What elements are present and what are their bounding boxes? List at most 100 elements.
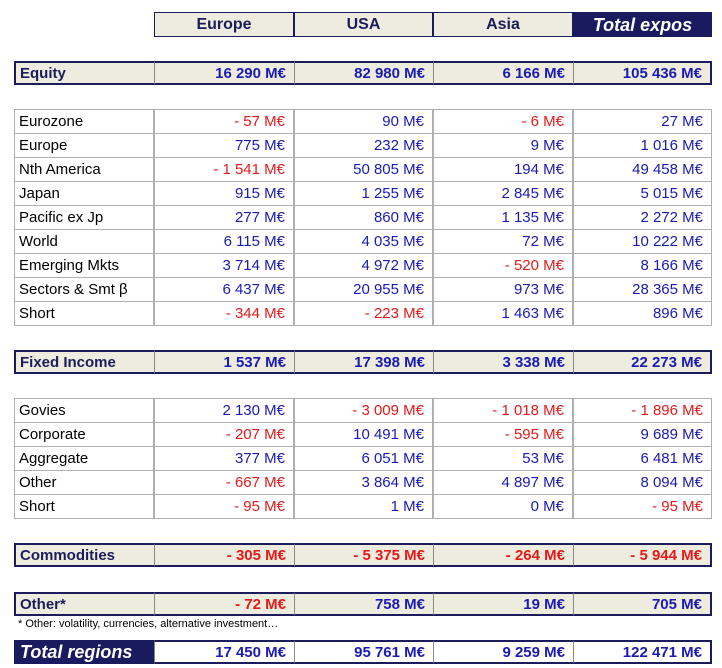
row-label: Japan bbox=[14, 181, 154, 206]
row-value: 27 M€ bbox=[573, 109, 712, 134]
row-value: 6 437 M€ bbox=[154, 277, 294, 302]
row-value: 277 M€ bbox=[154, 205, 294, 230]
row-label: Short bbox=[14, 301, 154, 326]
section-total: 17 398 M€ bbox=[294, 350, 433, 374]
section-total: - 264 M€ bbox=[433, 543, 573, 567]
row-value: - 223 M€ bbox=[294, 301, 433, 326]
row-value: - 1 018 M€ bbox=[433, 398, 573, 423]
row-value: - 595 M€ bbox=[433, 422, 573, 447]
row-label: Short bbox=[14, 494, 154, 519]
row-value: 28 365 M€ bbox=[573, 277, 712, 302]
grand-total: 122 471 M€ bbox=[573, 640, 712, 664]
row-value: 6 481 M€ bbox=[573, 446, 712, 471]
row-value: 50 805 M€ bbox=[294, 157, 433, 182]
row-label: Emerging Mkts bbox=[14, 253, 154, 278]
column-header: USA bbox=[294, 12, 433, 37]
row-value: 9 689 M€ bbox=[573, 422, 712, 447]
row-value: - 520 M€ bbox=[433, 253, 573, 278]
section-total: 1 537 M€ bbox=[154, 350, 294, 374]
row-value: 4 897 M€ bbox=[433, 470, 573, 495]
row-value: 915 M€ bbox=[154, 181, 294, 206]
row-value: 4 972 M€ bbox=[294, 253, 433, 278]
row-value: 6 051 M€ bbox=[294, 446, 433, 471]
row-value: 6 115 M€ bbox=[154, 229, 294, 254]
row-value: - 207 M€ bbox=[154, 422, 294, 447]
footnote: * Other: volatility, currencies, alterna… bbox=[18, 617, 279, 630]
total-label: Total regions bbox=[14, 640, 154, 664]
row-value: - 57 M€ bbox=[154, 109, 294, 134]
row-value: 2 272 M€ bbox=[573, 205, 712, 230]
row-value: 1 255 M€ bbox=[294, 181, 433, 206]
row-value: 10 222 M€ bbox=[573, 229, 712, 254]
section-total: - 5 375 M€ bbox=[294, 543, 433, 567]
row-value: 1 016 M€ bbox=[573, 133, 712, 158]
row-value: - 95 M€ bbox=[573, 494, 712, 519]
row-label: Pacific ex Jp bbox=[14, 205, 154, 230]
section-total: - 72 M€ bbox=[154, 592, 294, 616]
row-value: 232 M€ bbox=[294, 133, 433, 158]
section-total: 82 980 M€ bbox=[294, 61, 433, 85]
column-header: Total expos bbox=[573, 12, 712, 37]
column-header: Europe bbox=[154, 12, 294, 37]
section-total: - 5 944 M€ bbox=[573, 543, 712, 567]
row-value: 1 463 M€ bbox=[433, 301, 573, 326]
row-value: 775 M€ bbox=[154, 133, 294, 158]
section-total: 705 M€ bbox=[573, 592, 712, 616]
section-total: 6 166 M€ bbox=[433, 61, 573, 85]
grand-total: 9 259 M€ bbox=[433, 640, 573, 664]
row-value: 49 458 M€ bbox=[573, 157, 712, 182]
section-total: - 305 M€ bbox=[154, 543, 294, 567]
row-value: 90 M€ bbox=[294, 109, 433, 134]
row-value: 973 M€ bbox=[433, 277, 573, 302]
section-label: Equity bbox=[14, 61, 154, 85]
row-label: Nth America bbox=[14, 157, 154, 182]
row-value: 4 035 M€ bbox=[294, 229, 433, 254]
row-value: 896 M€ bbox=[573, 301, 712, 326]
section-total: 3 338 M€ bbox=[433, 350, 573, 374]
row-value: 377 M€ bbox=[154, 446, 294, 471]
row-value: - 344 M€ bbox=[154, 301, 294, 326]
row-value: 10 491 M€ bbox=[294, 422, 433, 447]
row-value: 5 015 M€ bbox=[573, 181, 712, 206]
section-total: 22 273 M€ bbox=[573, 350, 712, 374]
row-value: 860 M€ bbox=[294, 205, 433, 230]
row-value: - 6 M€ bbox=[433, 109, 573, 134]
row-value: - 1 896 M€ bbox=[573, 398, 712, 423]
row-value: - 3 009 M€ bbox=[294, 398, 433, 423]
row-value: 1 135 M€ bbox=[433, 205, 573, 230]
row-label: Europe bbox=[14, 133, 154, 158]
row-label: Other bbox=[14, 470, 154, 495]
row-value: 3 864 M€ bbox=[294, 470, 433, 495]
row-label: Govies bbox=[14, 398, 154, 423]
section-label: Commodities bbox=[14, 543, 154, 567]
column-header: Asia bbox=[433, 12, 573, 37]
section-total: 19 M€ bbox=[433, 592, 573, 616]
row-value: - 95 M€ bbox=[154, 494, 294, 519]
grand-total: 95 761 M€ bbox=[294, 640, 433, 664]
row-value: 1 M€ bbox=[294, 494, 433, 519]
section-label: Other* bbox=[14, 592, 154, 616]
row-label: World bbox=[14, 229, 154, 254]
row-value: 0 M€ bbox=[433, 494, 573, 519]
row-label: Aggregate bbox=[14, 446, 154, 471]
row-value: 9 M€ bbox=[433, 133, 573, 158]
row-value: 72 M€ bbox=[433, 229, 573, 254]
row-value: 2 130 M€ bbox=[154, 398, 294, 423]
section-total: 105 436 M€ bbox=[573, 61, 712, 85]
row-value: - 1 541 M€ bbox=[154, 157, 294, 182]
row-value: 53 M€ bbox=[433, 446, 573, 471]
row-value: 2 845 M€ bbox=[433, 181, 573, 206]
row-label: Sectors & Smt β bbox=[14, 277, 154, 302]
section-total: 16 290 M€ bbox=[154, 61, 294, 85]
section-label: Fixed Income bbox=[14, 350, 154, 374]
row-value: 20 955 M€ bbox=[294, 277, 433, 302]
row-value: - 667 M€ bbox=[154, 470, 294, 495]
row-value: 194 M€ bbox=[433, 157, 573, 182]
row-label: Corporate bbox=[14, 422, 154, 447]
row-value: 3 714 M€ bbox=[154, 253, 294, 278]
row-label: Eurozone bbox=[14, 109, 154, 134]
section-total: 758 M€ bbox=[294, 592, 433, 616]
row-value: 8 094 M€ bbox=[573, 470, 712, 495]
grand-total: 17 450 M€ bbox=[154, 640, 294, 664]
